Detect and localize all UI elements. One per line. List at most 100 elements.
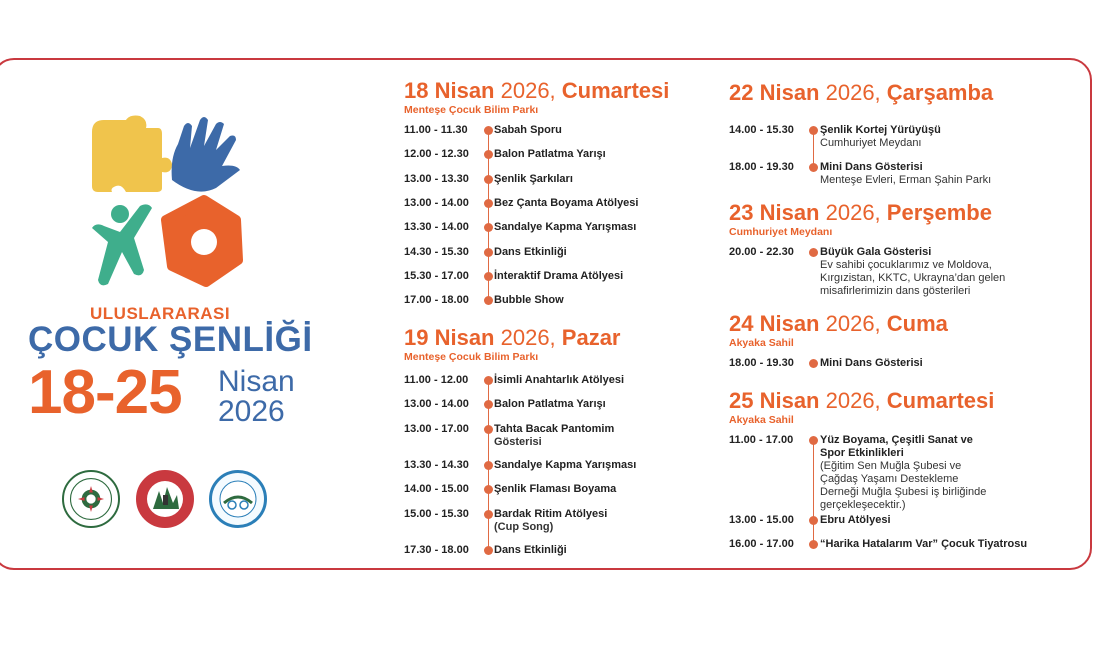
day-title: 24 Nisan 2026, Cuma [729,313,948,335]
event-time: 13.30 - 14.30 [404,459,469,471]
event-detail: Kırgızistan, KKTC, Ukrayna’dan gelen [820,272,1006,284]
day-block: 23 Nisan 2026, Perşembe Cumhuriyet Meydan… [729,202,1005,298]
timeline-dot-icon [484,485,493,494]
event-time: 13.00 - 14.00 [404,398,469,410]
event-name: Sandalye Kapma Yarışması [494,459,637,471]
day-location: Akyaka Sahil [729,337,794,349]
event-detail: gerçekleşecektir.) [820,499,906,511]
day-block: 19 Nisan 2026, Pazar Menteşe Çocuk Bilim … [404,327,636,557]
event-time: 14.00 - 15.30 [729,124,794,136]
timeline-dot-icon [484,425,493,434]
event-time: 13.00 - 15.00 [729,514,794,526]
day-date: 24 Nisan [729,311,826,336]
event-name: Bubble Show [494,294,564,306]
timeline-dot-icon [484,126,493,135]
event-detail: misafirlerimizin dans gösterileri [820,285,971,297]
timeline-connector [812,130,815,167]
day-title: 23 Nisan 2026, Perşembe [729,202,992,224]
event-name: Bardak Ritim Atölyesi (Cup Song) [494,508,608,533]
day-location: Menteşe Çocuk Bilim Parkı [404,351,539,363]
day-location: Menteşe Çocuk Bilim Parkı [404,104,539,116]
festival-logo-icon [92,115,243,287]
day-weekday: Cumartesi [886,388,995,413]
timeline-dot-icon [484,296,493,305]
day-title: 22 Nisan 2026, Çarşamba [729,82,993,104]
day-title: 19 Nisan 2026, Pazar [404,327,621,349]
event-time: 20.00 - 22.30 [729,246,794,258]
day-year: 2026, [825,311,887,336]
mugla-buyuksehir-seal-icon [62,470,120,528]
event-name: Sabah Sporu [494,124,562,136]
event-name: Büyük Gala Gösterisi Ev sahibi çocuklarım… [820,246,1006,297]
event-time: 16.00 - 17.00 [729,538,794,550]
day-title: 18 Nisan 2026, Cumartesi [404,80,669,102]
timeline-dot-icon [809,516,818,525]
timeline-dot-icon [484,199,493,208]
timeline-dot-icon [484,376,493,385]
brand-month: Nisan [218,365,295,398]
timeline-dot-icon [484,150,493,159]
timeline-connector [812,440,815,544]
event-time: 11.00 - 12.00 [404,374,469,386]
event-detail: Gösterisi [494,436,542,448]
timeline-dot-icon [484,400,493,409]
event-name: İsimli Anahtarlık Atölyesi [494,374,625,386]
day-year: 2026, [825,388,887,413]
event-name: Ebru Atölyesi [820,514,891,526]
event-detail: Çağdaş Yaşamı Destekleme [820,473,959,485]
day-date: 25 Nisan [729,388,826,413]
event-time: 14.30 - 15.30 [404,246,469,258]
event-time: 13.00 - 14.00 [404,197,469,209]
day-year: 2026, [500,78,562,103]
event-time: 15.30 - 17.00 [404,270,469,282]
event-time: 13.30 - 14.00 [404,221,469,233]
event-name: Mini Dans Gösterisi [820,357,923,369]
day-date: 18 Nisan [404,78,501,103]
brand-year: 2026 [218,395,285,428]
event-name: Şenlik Kortej Yürüyüşü Cumhuriyet Meydanı [820,124,941,149]
poster-frame [0,58,1092,570]
day-title: 25 Nisan 2026, Cumartesi [729,390,994,412]
timeline-dot-icon [484,272,493,281]
day-year: 2026, [500,325,562,350]
day-weekday: Çarşamba [886,80,994,105]
event-name: “Harika Hatalarım Var” Çocuk Tiyatrosu [820,538,1028,550]
day-weekday: Cuma [886,311,948,336]
day-year: 2026, [825,80,887,105]
timeline-dot-icon [809,163,818,172]
timeline-dot-icon [809,248,818,257]
ula-belediye-seal-icon [209,470,267,528]
event-time: 15.00 - 15.30 [404,508,469,520]
day-block: 18 Nisan 2026, Cumartesi Menteşe Çocuk Bi… [404,80,669,307]
day-weekday: Pazar [561,325,621,350]
mentese-belediye-seal-icon [136,470,194,528]
event-name: Yüz Boyama, Çeşitli Sanat ve Spor Etkinli… [820,434,987,511]
event-name: Dans Etkinliği [494,544,567,556]
day-weekday: Cumartesi [561,78,670,103]
event-name: İnteraktif Drama Atölyesi [494,270,624,282]
day-location: Cumhuriyet Meydanı [729,226,833,238]
event-name: Şenlik Şarkıları [494,173,573,185]
day-location: Akyaka Sahil [729,414,794,426]
event-detail: (Cup Song) [494,521,554,533]
event-time: 11.00 - 11.30 [404,124,468,136]
event-detail: Derneği Muğla Şubesi iş birliğinde [820,486,987,498]
timeline-dot-icon [484,546,493,555]
event-detail: Cumhuriyet Meydanı [820,137,922,149]
event-time: 17.00 - 18.00 [404,294,469,306]
timeline-dot-icon [809,436,818,445]
event-time: 17.30 - 18.00 [404,544,469,556]
event-name: Dans Etkinliği [494,246,567,258]
event-name: Tahta Bacak Pantomim Gösterisi [494,423,615,448]
event-name: Mini Dans Gösterisi Menteşe Evleri, Erman… [820,161,992,186]
timeline-dot-icon [809,126,818,135]
day-weekday: Perşembe [886,200,992,225]
event-name: Bez Çanta Boyama Atölyesi [494,197,639,209]
brand-dates: 18-25 [28,358,183,427]
event-time: 13.00 - 17.00 [404,423,469,435]
day-year: 2026, [825,200,887,225]
day-block: 22 Nisan 2026, Çarşamba 14.00 - 15.30 Şenl… [729,82,993,187]
event-time: 18.00 - 19.30 [729,357,794,369]
event-name: Balon Patlatma Yarışı [494,398,606,410]
event-time: 14.00 - 15.00 [404,483,469,495]
